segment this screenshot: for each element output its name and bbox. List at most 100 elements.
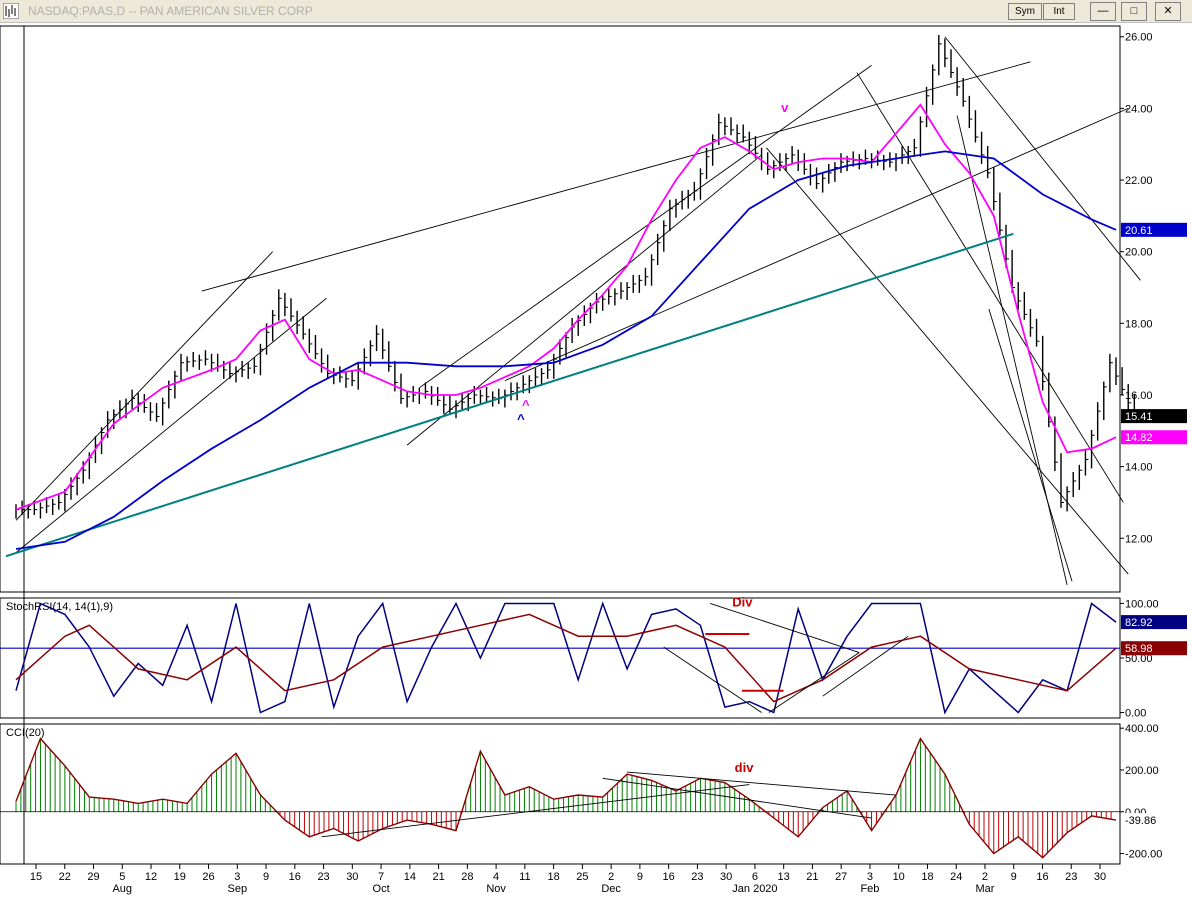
stochrsi-d-value-tag: 58.98 [1125,643,1153,655]
x-tick-label: 7 [378,871,384,883]
x-tick-label: 25 [576,871,588,883]
2-tick-label: -200.00 [1125,849,1162,861]
drawn-trendlines [15,36,1141,585]
cci-trendline [602,777,872,819]
x-tick-label: 3 [867,871,873,883]
stochrsi-line-d [15,613,1117,703]
restore-icon[interactable]: □ [1121,2,1147,21]
stochrsi-title: StochRSI(14, 14(1),9) [6,601,113,613]
stochrsi-k-value-tag: 82.92 [1125,617,1153,629]
1-tick-label: 0.00 [1125,708,1146,720]
x-tick-label: 22 [59,871,71,883]
trendline [856,72,1124,503]
trendline [406,154,762,446]
price-annotation: ^ [522,397,530,412]
x-axis: 15 22 29 5 12 19 26 3 9 16 23 30 7 14 21 28 4 11 18 25 2 9 16 2… [30,864,1106,895]
window-title: NASDAQ:PAAS,D -- PAN AMERICAN SILVER COR… [28,4,313,18]
cci-value-tag-bg [1121,813,1187,828]
x-tick-label: 3 [234,871,240,883]
x-tick-label: 16 [289,871,301,883]
cci-trendline [627,771,897,796]
trendline [15,251,273,521]
0-tick-label: 12.00 [1125,533,1153,545]
pane-frame-price [0,25,1121,593]
0-tick-label: 14.00 [1125,462,1153,474]
x-month-label: Sep [228,883,248,895]
cci-histogram [15,738,1112,858]
x-tick-label: 2 [608,871,614,883]
x-tick-label: 9 [637,871,643,883]
cci-annotation: div [735,760,755,775]
trendline [766,147,1129,575]
x-month-label: Oct [373,883,390,895]
x-tick-label: 13 [778,871,790,883]
x-tick-label: 23 [691,871,703,883]
x-tick-label: 23 [317,871,329,883]
pane-frame-cci [0,723,1121,865]
x-tick-label: 10 [893,871,905,883]
slow-ma-value-tag-bg [1121,222,1187,237]
interval-button[interactable]: Int [1043,3,1075,20]
x-tick-label: 9 [263,871,269,883]
stochrsi-d-value-tag-bg [1121,641,1187,656]
trendline [944,36,1141,281]
stochrsi-trendline [768,652,860,713]
last-price-tag-bg [1121,409,1187,424]
price-annotation: v [781,100,789,115]
x-tick-label: 29 [87,871,99,883]
support-trendline [5,232,1014,558]
minimize-icon[interactable]: — [1090,2,1116,21]
x-month-label: Feb [860,883,879,895]
0-tick-label: 26.00 [1125,32,1153,44]
x-tick-label: 19 [174,871,186,883]
trendline [201,61,1031,292]
cci-line [15,737,1117,859]
x-month-label: Jan 2020 [732,883,777,895]
x-tick-label: 26 [202,871,214,883]
price-annotation: ^ [517,412,525,427]
x-tick-label: 27 [835,871,847,883]
x-tick-label: 16 [663,871,675,883]
trendline [15,297,327,553]
x-tick-label: 28 [461,871,473,883]
x-tick-label: 30 [720,871,732,883]
0-tick-label: 16.00 [1125,390,1153,402]
last-price-tag: 15.41 [1125,411,1153,423]
cci-trendline [321,784,750,838]
symbol-button[interactable]: Sym [1008,3,1042,20]
x-tick-label: 14 [404,871,416,883]
x-month-label: Nov [486,883,506,895]
stochrsi-k-value-tag-bg [1121,615,1187,630]
trendline [504,107,1129,382]
x-tick-label: 5 [119,871,125,883]
fast-ma-value-tag: 14.82 [1125,432,1153,444]
close-icon[interactable]: ✕ [1155,2,1181,21]
ma-line-fast [15,103,1117,511]
stochrsi-trendlines [663,603,909,713]
x-tick-label: 24 [950,871,962,883]
x-tick-label: 21 [806,871,818,883]
slow-ma-value-tag: 20.61 [1125,225,1153,237]
cci-value-tag: -39.86 [1125,815,1156,827]
x-month-label: Mar [975,883,994,895]
ma-line-slow [15,150,1117,550]
x-tick-label: 9 [1011,871,1017,883]
x-month-label: Aug [112,883,132,895]
x-tick-label: 6 [752,871,758,883]
chart-app-icon [3,3,19,19]
cci-trendlines [321,771,897,838]
x-month-label: Dec [601,883,621,895]
trendline [419,65,872,389]
fast-ma-value-tag-bg [1121,430,1187,445]
trendline [988,308,1073,582]
1-tick-label: 100.00 [1125,598,1159,610]
2-tick-label: 400.00 [1125,723,1159,735]
0-tick-label: 24.00 [1125,103,1153,115]
chart-canvas[interactable]: 26.0024.0022.0020.0018.0016.0014.0012.00… [0,22,1192,899]
x-tick-label: 18 [921,871,933,883]
x-tick-label: 4 [493,871,499,883]
0-tick-label: 18.00 [1125,318,1153,330]
stochrsi-trendline [663,646,762,713]
price-bars [15,34,1138,519]
x-tick-label: 2 [982,871,988,883]
